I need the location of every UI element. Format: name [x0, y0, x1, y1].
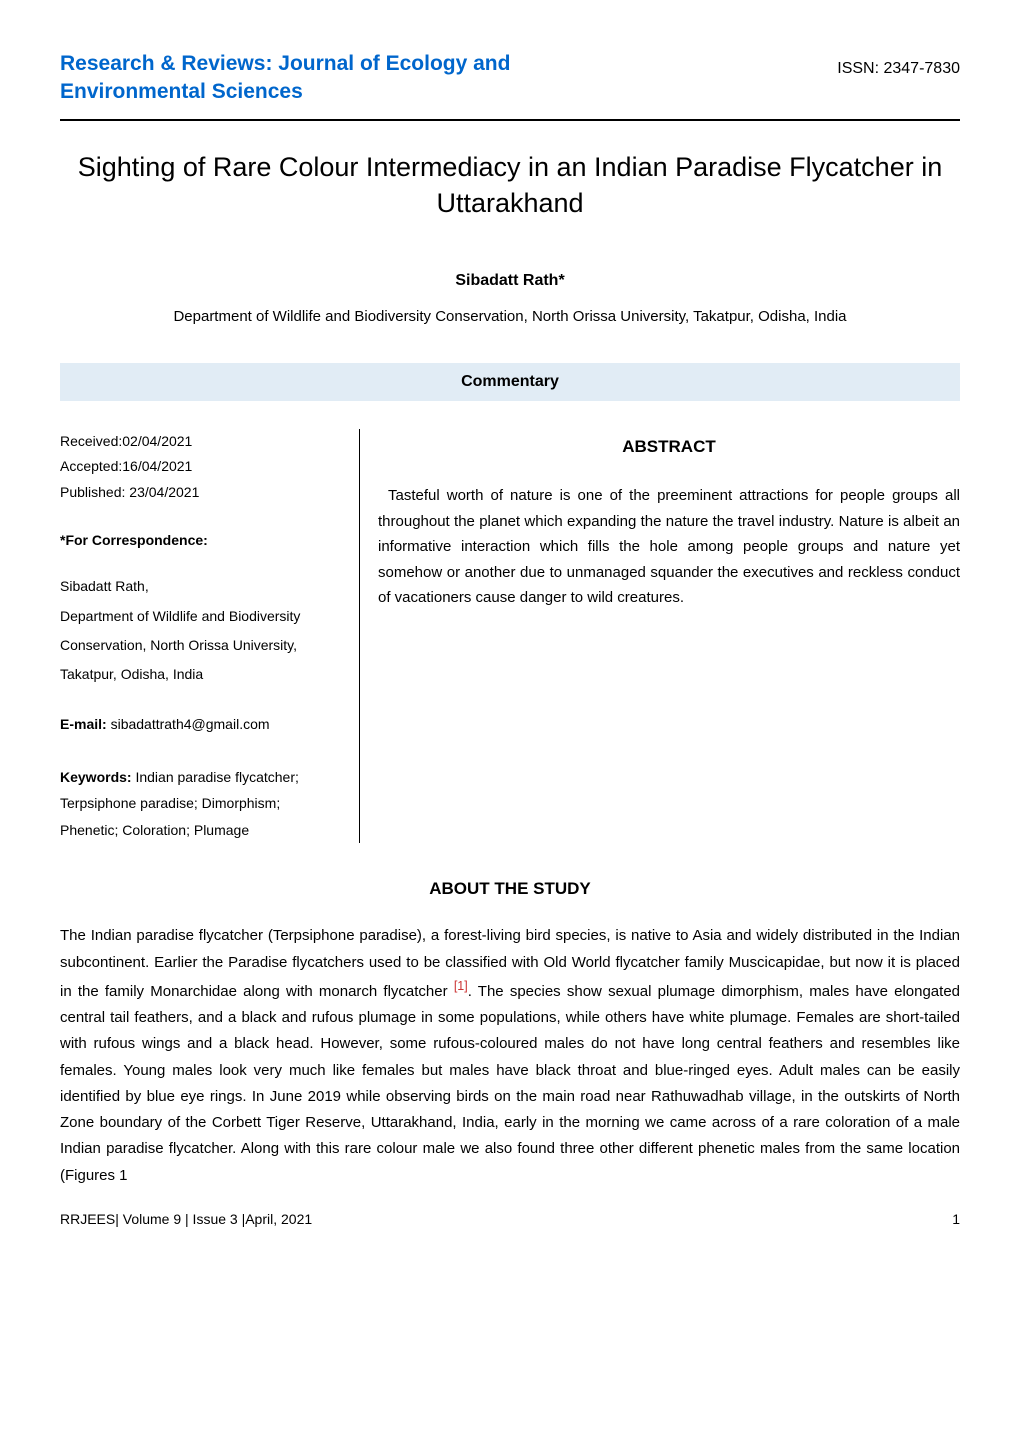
journal-header: Research & Reviews: Journal of Ecology a… — [60, 50, 960, 121]
abstract-body-text: Tasteful worth of nature is one of the p… — [378, 487, 960, 606]
abstract-column: ABSTRACT Tasteful worth of nature is one… — [360, 429, 960, 844]
published-row: Published: 23/04/2021 — [60, 480, 341, 506]
article-title: Sighting of Rare Colour Intermediacy in … — [60, 149, 960, 222]
received-label: Received: — [60, 433, 122, 449]
email-value: sibadattrath4@gmail.com — [107, 716, 270, 732]
email-row: E-mail: sibadattrath4@gmail.com — [60, 712, 341, 738]
published-value: 23/04/2021 — [125, 484, 199, 500]
email-label: E-mail: — [60, 716, 107, 732]
received-row: Received:02/04/2021 — [60, 429, 341, 455]
received-value: 02/04/2021 — [122, 433, 192, 449]
correspondence-heading-text: *For Correspondence: — [60, 532, 208, 548]
journal-title-line1: Research & Reviews: Journal of Ecology a… — [60, 52, 510, 75]
author-name: Sibadatt Rath* — [60, 272, 960, 290]
author-affiliation: Department of Wildlife and Biodiversity … — [60, 308, 960, 325]
keywords-block: Keywords: Indian paradise flycatcher; Te… — [60, 764, 341, 844]
metadata-abstract-row: Received:02/04/2021 Accepted:16/04/2021 … — [60, 429, 960, 844]
issn-label: ISSN: 2347-7830 — [837, 50, 960, 78]
metadata-sidebar: Received:02/04/2021 Accepted:16/04/2021 … — [60, 429, 360, 844]
abstract-text: Tasteful worth of nature is one of the p… — [378, 483, 960, 611]
correspondence-heading: *For Correspondence: — [60, 528, 341, 554]
correspondence-body: Sibadatt Rath, Department of Wildlife an… — [60, 572, 341, 690]
footer-page-number: 1 — [952, 1211, 960, 1227]
journal-title-line2: Environmental Sciences — [60, 80, 303, 103]
published-label: Published: — [60, 484, 125, 500]
correspondence-name: Sibadatt Rath, — [60, 572, 341, 601]
reference-link-1[interactable]: [1] — [454, 979, 468, 993]
accepted-label: Accepted: — [60, 458, 122, 474]
page-footer: RRJEES| Volume 9 | Issue 3 |April, 2021 … — [60, 1211, 960, 1227]
about-body: The Indian paradise flycatcher (Terpsiph… — [60, 923, 960, 1189]
about-body-part2: . The species show sexual plumage dimorp… — [60, 983, 960, 1184]
footer-left: RRJEES| Volume 9 | Issue 3 |April, 2021 — [60, 1211, 312, 1227]
commentary-banner: Commentary — [60, 363, 960, 401]
accepted-value: 16/04/2021 — [122, 458, 192, 474]
dates-block: Received:02/04/2021 Accepted:16/04/2021 … — [60, 429, 341, 507]
keywords-label: Keywords: — [60, 769, 132, 785]
abstract-heading: ABSTRACT — [378, 433, 960, 462]
accepted-row: Accepted:16/04/2021 — [60, 454, 341, 480]
journal-title: Research & Reviews: Journal of Ecology a… — [60, 50, 510, 107]
correspondence-address: Department of Wildlife and Biodiversity … — [60, 602, 341, 690]
about-heading: ABOUT THE STUDY — [60, 879, 960, 899]
